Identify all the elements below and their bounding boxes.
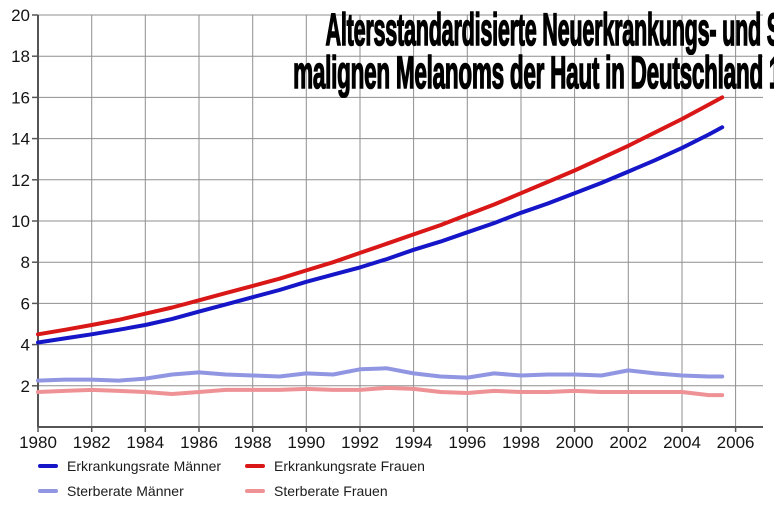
svg-text:1998: 1998 <box>502 433 540 452</box>
legend-label-sterberate-frauen: Sterberate Frauen <box>274 482 388 499</box>
svg-text:1996: 1996 <box>448 433 486 452</box>
legend-label-sterberate-maenner: Sterberate Männer <box>67 482 184 499</box>
legend-swatch-sterberate-maenner-icon <box>38 488 58 493</box>
svg-text:18: 18 <box>11 47 30 66</box>
svg-text:1990: 1990 <box>287 433 325 452</box>
svg-text:14: 14 <box>11 130 30 149</box>
svg-text:1984: 1984 <box>126 433 164 452</box>
legend-label-erkrankungsrate-frauen: Erkrankungsrate Frauen <box>274 457 425 474</box>
legend-item-erkrankungsrate-frauen: Erkrankungsrate Frauen <box>245 457 425 474</box>
svg-text:4: 4 <box>21 336 30 355</box>
svg-text:1982: 1982 <box>73 433 111 452</box>
svg-text:1992: 1992 <box>341 433 379 452</box>
chart-legend: Erkrankungsrate Männer Erkrankungsrate F… <box>38 457 425 499</box>
svg-text:6: 6 <box>21 294 30 313</box>
legend-swatch-erkrankungsrate-frauen-icon <box>245 463 265 468</box>
svg-text:20: 20 <box>11 6 30 25</box>
legend-swatch-sterberate-frauen-icon <box>245 488 265 493</box>
svg-text:2004: 2004 <box>663 433 701 452</box>
legend-item-erkrankungsrate-maenner: Erkrankungsrate Männer <box>38 457 245 474</box>
legend-item-sterberate-frauen: Sterberate Frauen <box>245 482 425 499</box>
svg-text:2002: 2002 <box>609 433 647 452</box>
svg-text:12: 12 <box>11 171 30 190</box>
svg-text:2000: 2000 <box>556 433 594 452</box>
legend-item-sterberate-maenner: Sterberate Männer <box>38 482 245 499</box>
svg-text:2: 2 <box>21 377 30 396</box>
svg-text:16: 16 <box>11 88 30 107</box>
svg-text:1980: 1980 <box>19 433 57 452</box>
svg-text:10: 10 <box>11 212 30 231</box>
svg-text:1988: 1988 <box>234 433 272 452</box>
legend-swatch-erkrankungsrate-maenner-icon <box>38 463 58 468</box>
legend-label-erkrankungsrate-maenner: Erkrankungsrate Männer <box>67 457 222 474</box>
svg-text:1986: 1986 <box>180 433 218 452</box>
svg-text:2006: 2006 <box>717 433 755 452</box>
svg-text:1994: 1994 <box>395 433 433 452</box>
svg-text:8: 8 <box>21 253 30 272</box>
